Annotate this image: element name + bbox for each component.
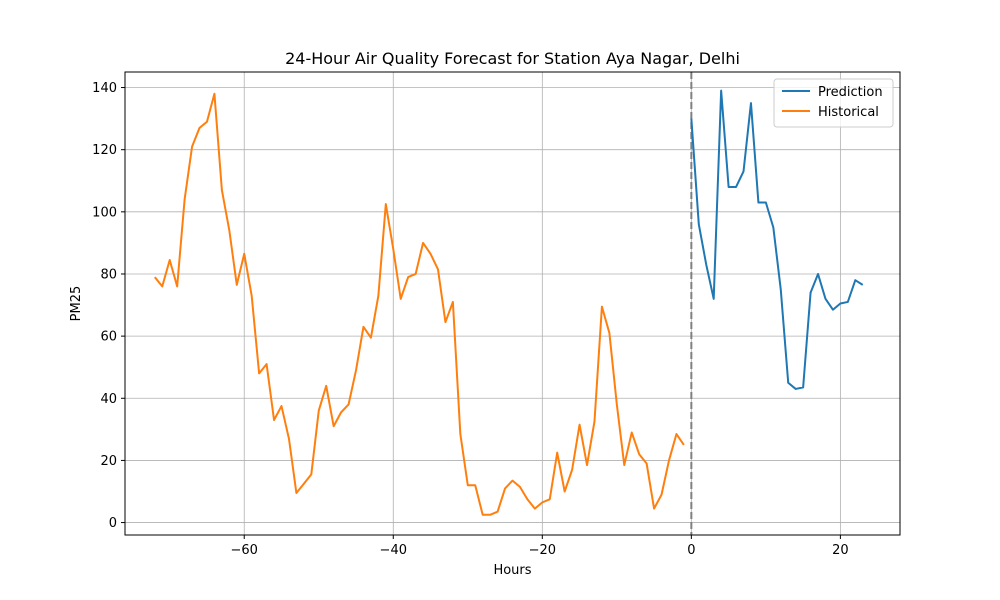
legend-label-historical: Historical <box>818 105 879 120</box>
x-tick-label: −40 <box>380 543 407 558</box>
x-tick-label: −60 <box>231 543 258 558</box>
tick-layer: −60 −40 −20 0 20 0 20 40 60 80 100 120 140 <box>92 81 848 558</box>
series-line-historical <box>154 92 685 516</box>
y-tick-label: 60 <box>100 330 117 345</box>
series-line-prediction <box>690 89 864 390</box>
x-tick-label: 0 <box>687 543 695 558</box>
y-tick-label: 140 <box>92 81 117 96</box>
x-axis-label: Hours <box>493 563 531 578</box>
x-tick-label: 20 <box>832 543 849 558</box>
legend: Prediction Historical <box>773 78 894 128</box>
y-tick-label: 80 <box>100 267 117 282</box>
x-tick-label: −20 <box>529 543 556 558</box>
y-tick-label: 40 <box>100 392 117 407</box>
plot-frame <box>124 71 901 536</box>
chart-title: 24-Hour Air Quality Forecast for Station… <box>285 49 740 68</box>
grid-layer <box>125 72 900 535</box>
y-tick-label: 20 <box>100 454 117 469</box>
y-axis-label: PM25 <box>69 286 84 322</box>
y-tick-label: 120 <box>92 143 117 158</box>
y-tick-label: 0 <box>109 516 117 531</box>
legend-label-prediction: Prediction <box>818 85 883 100</box>
y-tick-label: 100 <box>92 205 117 220</box>
series-layer <box>154 89 864 516</box>
